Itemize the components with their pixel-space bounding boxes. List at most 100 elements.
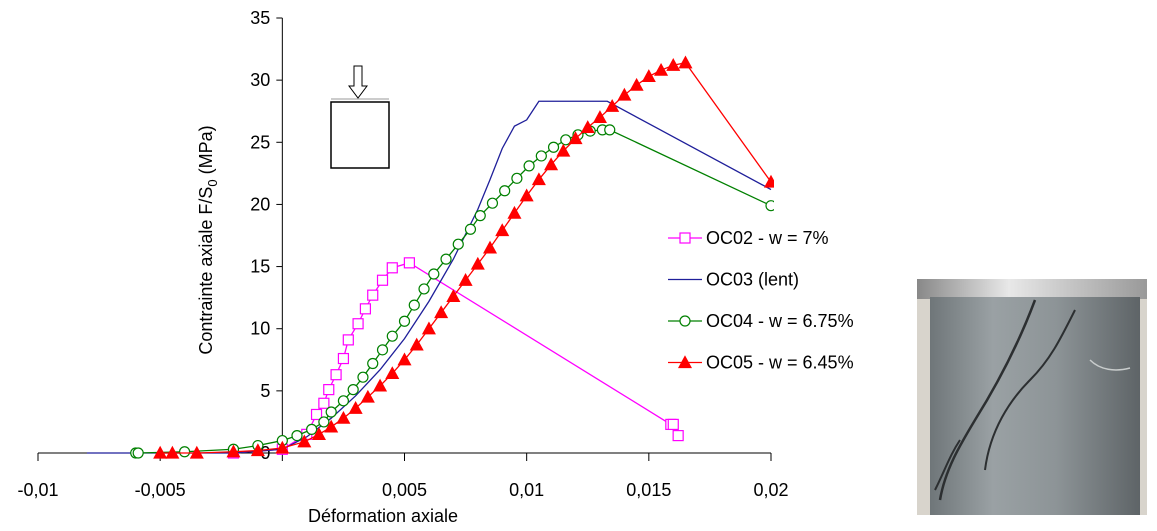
- marker: [495, 223, 510, 237]
- y-tick-label: 35: [250, 8, 270, 28]
- marker: [325, 406, 337, 418]
- y-tick-label: 20: [250, 194, 270, 214]
- marker: [535, 150, 547, 162]
- marker: [421, 321, 436, 335]
- marker: [397, 352, 412, 366]
- x-tick-label: -0,005: [135, 480, 186, 500]
- marker: [418, 283, 430, 295]
- marker: [765, 200, 774, 212]
- marker: [470, 256, 485, 270]
- marker: [132, 447, 144, 459]
- marker: [318, 397, 330, 409]
- legend-marker: [679, 232, 691, 244]
- marker: [376, 274, 389, 286]
- marker: [291, 430, 303, 442]
- y-tick-label: 25: [250, 132, 270, 152]
- marker: [440, 253, 452, 265]
- x-tick-label: -0,01: [17, 480, 58, 500]
- marker: [359, 303, 372, 315]
- marker: [428, 268, 440, 280]
- marker: [580, 120, 595, 133]
- marker: [511, 172, 523, 184]
- legend-marker: [679, 315, 691, 327]
- legend-label: OC02 - w = 7%: [706, 228, 829, 248]
- marker: [617, 87, 632, 101]
- marker: [672, 430, 684, 442]
- marker: [507, 205, 522, 219]
- x-tick-label: 0,015: [626, 480, 671, 500]
- marker: [324, 419, 339, 433]
- x-tick-label: 0,01: [509, 480, 544, 500]
- marker: [531, 172, 546, 186]
- marker: [483, 240, 498, 254]
- marker: [464, 223, 477, 235]
- marker: [165, 445, 180, 459]
- marker: [499, 185, 511, 197]
- y-axis-label: Contrainte axiale F/S0 (MPa): [196, 125, 220, 354]
- load-icon: [330, 65, 390, 169]
- series-line: [233, 262, 679, 454]
- marker: [342, 334, 354, 346]
- series-line: [86, 100, 772, 454]
- marker: [323, 384, 335, 396]
- marker: [297, 434, 312, 448]
- marker: [446, 289, 461, 302]
- marker: [337, 352, 350, 365]
- marker: [275, 440, 290, 454]
- x-tick-label: 0,02: [753, 480, 788, 500]
- sample-photo: [917, 279, 1147, 515]
- marker: [376, 344, 389, 356]
- marker: [310, 408, 323, 421]
- marker: [458, 272, 473, 286]
- marker: [360, 389, 375, 403]
- marker: [629, 77, 644, 91]
- marker: [434, 305, 449, 319]
- marker: [330, 369, 342, 381]
- y-axis-label-sub: 0: [205, 179, 220, 186]
- marker: [336, 410, 351, 424]
- marker: [604, 124, 616, 136]
- marker: [544, 157, 559, 171]
- x-axis-label: Déformation axiale: [308, 506, 458, 526]
- legend-label: OC04 - w = 6.75%: [706, 311, 854, 331]
- legend-marker: [677, 355, 693, 369]
- legend-label: OC03 (lent): [706, 270, 799, 290]
- marker: [452, 238, 464, 250]
- marker: [605, 98, 620, 112]
- marker: [592, 110, 607, 124]
- marker: [179, 446, 191, 458]
- marker: [403, 257, 415, 269]
- marker: [763, 174, 774, 188]
- marker: [386, 330, 398, 342]
- marker: [318, 416, 330, 428]
- marker: [373, 378, 388, 392]
- marker: [367, 357, 379, 370]
- marker: [352, 318, 364, 330]
- marker: [568, 131, 583, 145]
- marker: [347, 384, 359, 396]
- marker: [153, 445, 168, 459]
- legend-label: OC05 - w = 6.45%: [706, 353, 854, 373]
- marker: [386, 262, 398, 274]
- y-tick-label: 30: [250, 70, 270, 90]
- marker: [654, 62, 669, 76]
- marker: [519, 188, 534, 202]
- marker: [250, 443, 265, 457]
- plot-area: [86, 55, 774, 459]
- y-axis-label-tail: (MPa): [196, 125, 216, 179]
- y-tick-label: 10: [250, 319, 270, 339]
- marker: [367, 289, 379, 301]
- marker: [560, 134, 572, 146]
- marker: [189, 445, 204, 459]
- marker: [385, 366, 400, 380]
- marker: [641, 69, 656, 83]
- marker: [666, 57, 681, 71]
- y-tick-label: 0: [260, 443, 270, 463]
- marker: [348, 401, 363, 414]
- marker: [667, 418, 679, 431]
- marker: [678, 55, 693, 69]
- marker: [523, 160, 535, 172]
- marker: [311, 427, 326, 440]
- marker: [306, 423, 318, 435]
